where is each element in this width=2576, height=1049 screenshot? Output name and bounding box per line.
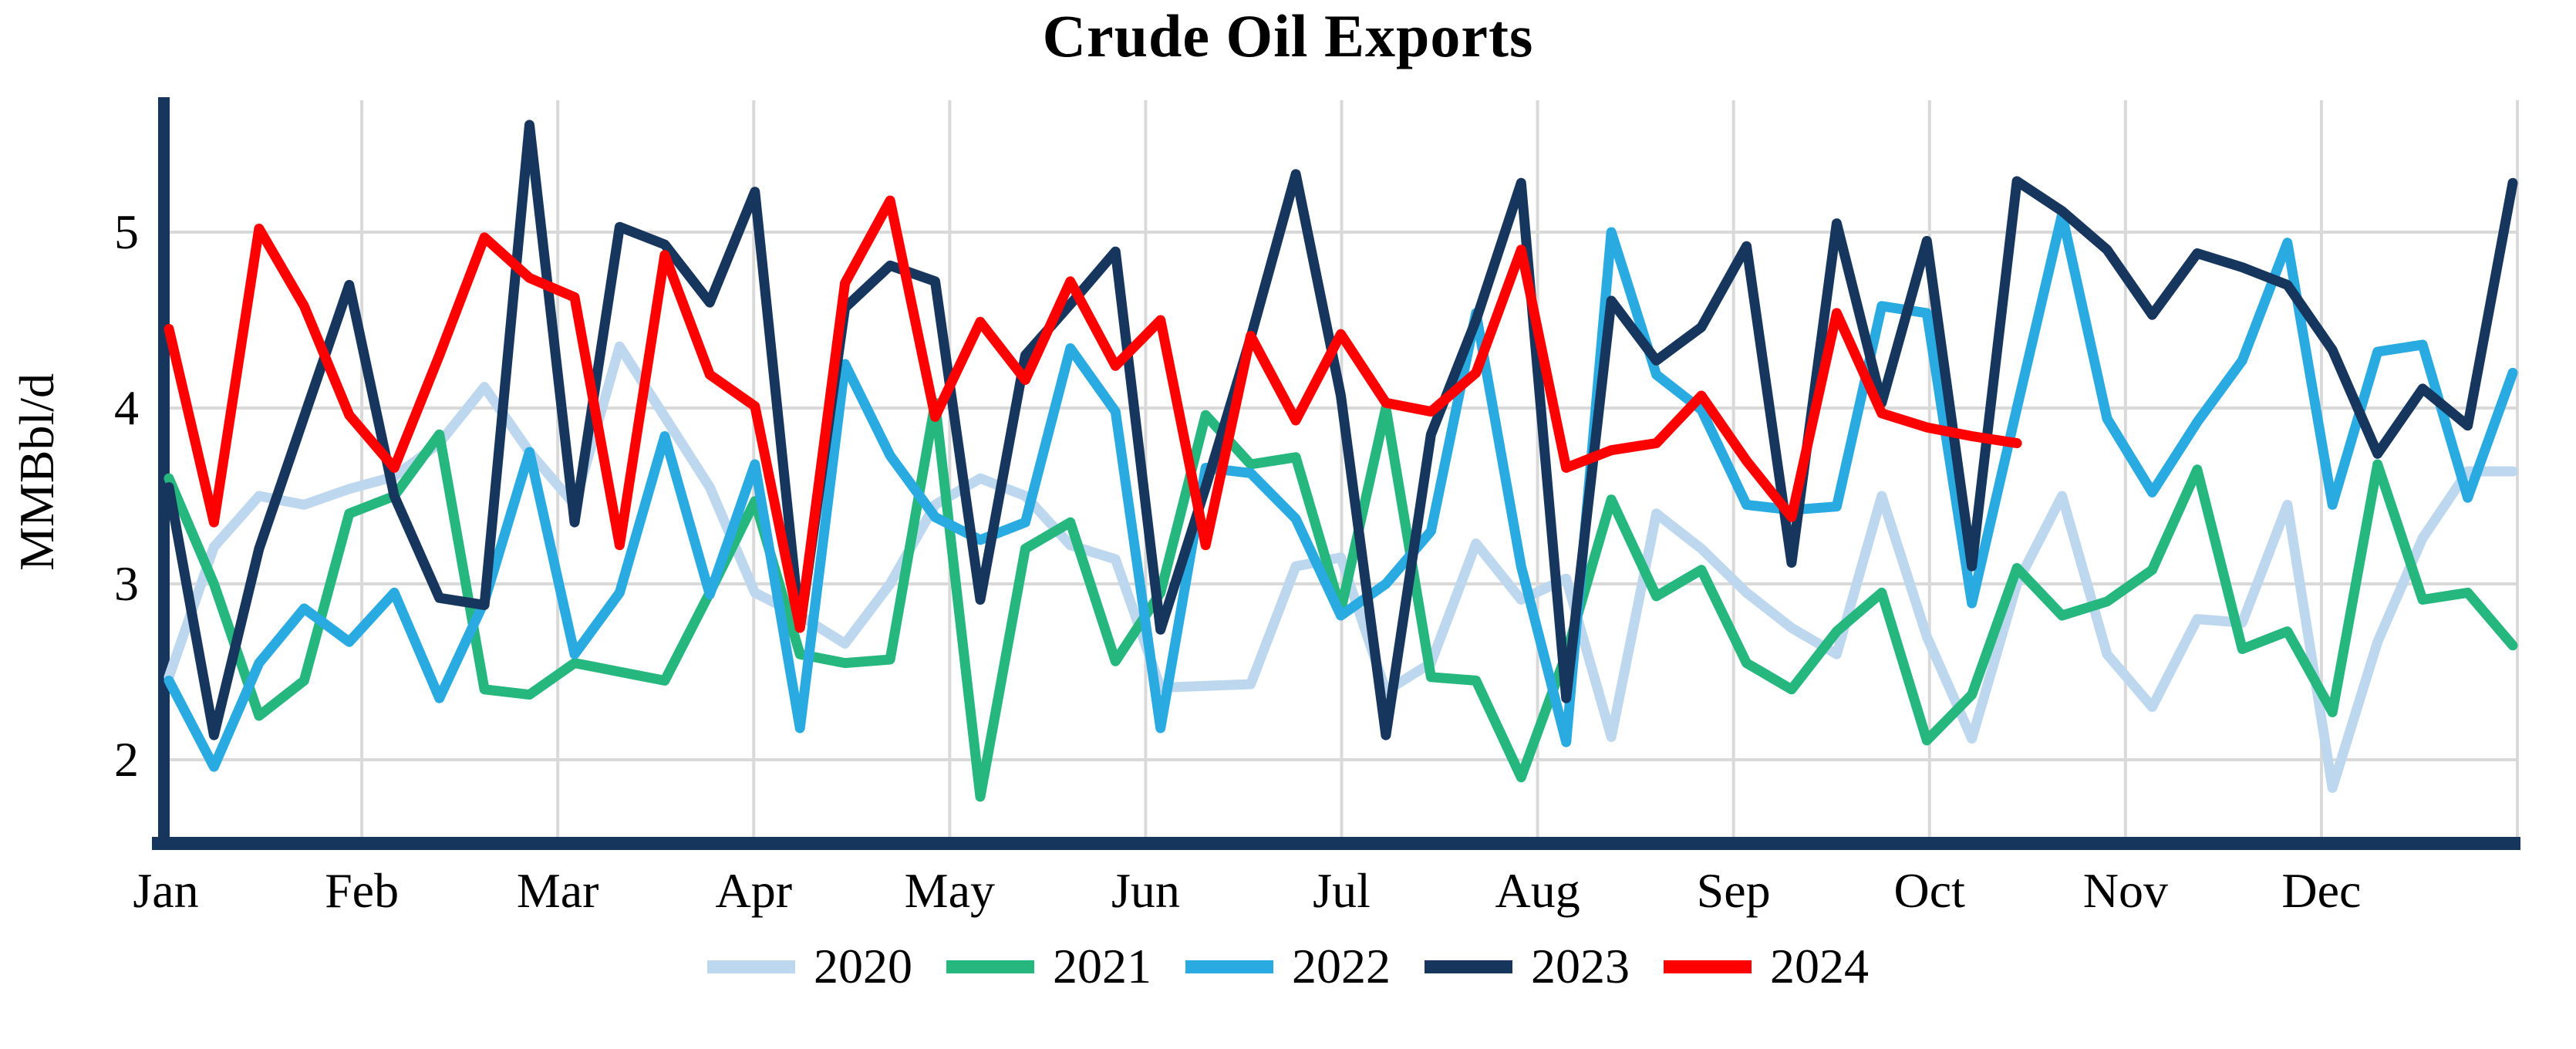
x-tick-label-jan: Jan [133, 863, 199, 918]
x-tick-label-jun: Jun [1111, 863, 1180, 918]
legend-item-2024[interactable]: 2024 [1664, 939, 1869, 993]
y-tick-label-5: 5 [114, 204, 139, 259]
legend-swatch-2020 [707, 960, 795, 973]
y-axis-spine [158, 97, 170, 848]
series-line-2024[interactable] [164, 195, 2022, 633]
series-line-2023[interactable] [164, 120, 2518, 740]
legend-label-2021: 2021 [1053, 939, 1151, 993]
x-tick-label-nov: Nov [2082, 863, 2168, 918]
legend: 2020 2021 2022 2023 2024 [0, 939, 2576, 993]
legend-item-2023[interactable]: 2023 [1425, 939, 1630, 993]
y-tick-label-3: 3 [114, 556, 139, 611]
x-tick-label-sep: Sep [1696, 863, 1771, 918]
chart-title: Crude Oil Exports [1042, 2, 1534, 69]
series-line-2022[interactable] [164, 209, 2518, 772]
legend-swatch-2021 [946, 960, 1034, 973]
x-tick-label-jul: Jul [1313, 863, 1371, 918]
x-tick-label-apr: Apr [715, 863, 793, 918]
legend-swatch-2023 [1425, 960, 1512, 973]
x-axis-spine [152, 837, 2520, 850]
y-tick-label-2: 2 [114, 732, 139, 787]
x-tick-label-aug: Aug [1495, 863, 1580, 918]
x-tick-label-feb: Feb [325, 863, 400, 918]
series-line-2020[interactable] [164, 341, 2518, 793]
x-tick-label-oct: Oct [1893, 863, 1965, 918]
legend-label-2020: 2020 [814, 939, 912, 993]
legend-label-2023: 2023 [1531, 939, 1630, 993]
legend-swatch-2022 [1185, 960, 1273, 973]
legend-item-2021[interactable]: 2021 [946, 939, 1151, 993]
x-tick-label-dec: Dec [2281, 863, 2362, 918]
y-tick-label-4: 4 [114, 380, 139, 435]
legend-label-2022: 2022 [1292, 939, 1391, 993]
legend-item-2022[interactable]: 2022 [1185, 939, 1391, 993]
legend-swatch-2024 [1664, 960, 1752, 973]
x-tick-label-may: May [904, 863, 995, 918]
legend-item-2020[interactable]: 2020 [707, 939, 912, 993]
x-tick-label-mar: Mar [516, 863, 599, 918]
legend-label-2024: 2024 [1770, 939, 1869, 993]
